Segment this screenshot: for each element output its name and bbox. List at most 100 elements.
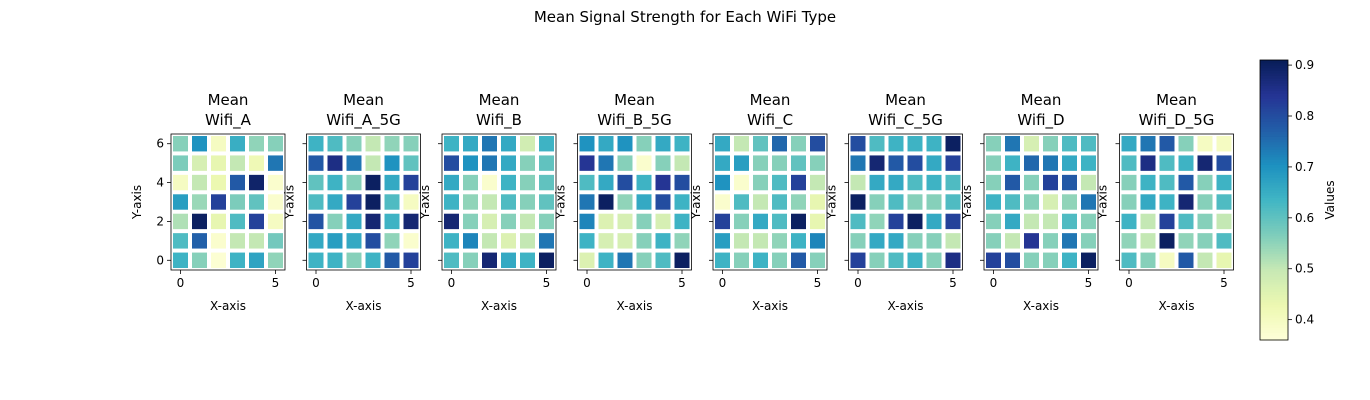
colorbar-segment [1260, 179, 1288, 183]
heatmap-cell [444, 174, 459, 191]
panel-title-line2: Wifi_C [747, 111, 793, 130]
heatmap-cell [1024, 174, 1039, 191]
colorbar-segment [1260, 67, 1288, 71]
heatmap-cell [674, 213, 690, 230]
colorbar-segment [1260, 103, 1288, 107]
heatmap-cell [907, 233, 923, 249]
heatmap-cell [1121, 233, 1137, 249]
heatmap-cell [810, 194, 825, 210]
colorbar-segment [1260, 337, 1288, 341]
colorbar-segment [1260, 289, 1288, 293]
y-axis-label: Y-axis [960, 185, 974, 220]
heatmap-cell [1197, 252, 1213, 268]
heatmap-cell [869, 252, 885, 268]
colorbar-segment [1260, 207, 1288, 211]
heatmap-cell [539, 233, 554, 249]
heatmap-cell [384, 252, 400, 268]
heatmap-cell [501, 136, 516, 152]
colorbar-segment [1260, 156, 1288, 160]
heatmap-cell [308, 155, 324, 171]
panel-title-line1: Mean [614, 91, 655, 109]
heatmap-cell [869, 136, 885, 152]
x-tick-label: 0 [854, 276, 862, 290]
heatmap-cell [907, 174, 923, 191]
heatmap-cell [346, 174, 362, 191]
heatmap-cell [482, 194, 497, 210]
heatmap-cell [1024, 136, 1039, 152]
heatmap-cell [268, 155, 283, 171]
heatmap-cell [636, 136, 652, 152]
heatmap-cell [1216, 252, 1232, 268]
panel-3: Mean Wifi_B 0 5 X-axis Y-axis [418, 91, 557, 313]
heatmap-cell [655, 155, 671, 171]
heatmap-cell [1121, 174, 1137, 191]
colorbar-segment [1260, 174, 1288, 178]
heatmap-cell [674, 194, 690, 210]
colorbar-segment [1260, 144, 1288, 148]
heatmap-cell [907, 194, 923, 210]
heatmap-cell [1197, 194, 1213, 210]
heatmap-cell [230, 174, 245, 191]
heatmap-cell [926, 233, 942, 249]
colorbar-segment [1260, 149, 1288, 153]
colorbar-segment [1260, 113, 1288, 117]
heatmap-cell [734, 136, 749, 152]
colorbar-segment [1260, 268, 1288, 272]
heatmap-cell [539, 155, 554, 171]
colorbar-segment [1260, 197, 1288, 201]
heatmap-cell [715, 194, 730, 210]
heatmap-cell [1024, 233, 1039, 249]
panel-title-line2: Wifi_D [1017, 111, 1064, 130]
heatmap-cell [986, 194, 1001, 210]
heatmap-cell [617, 174, 633, 191]
heatmap-cell [327, 194, 343, 210]
colorbar-segment [1260, 169, 1288, 173]
heatmap-cell [1178, 233, 1194, 249]
heatmap-cell [926, 136, 942, 152]
heatmap-cell [674, 174, 690, 191]
heatmap-cell [734, 155, 749, 171]
colorbar-segment [1260, 230, 1288, 234]
colorbar-segment [1260, 222, 1288, 227]
heatmap-cell [268, 136, 283, 152]
panel-title-line1: Mean [343, 91, 384, 109]
x-tick-label: 0 [177, 276, 185, 290]
x-tick-label: 0 [312, 276, 320, 290]
colorbar-segment [1260, 98, 1288, 102]
heatmap-cell [888, 136, 904, 152]
heatmap-cell [945, 174, 961, 191]
heatmap-cell [579, 155, 595, 171]
heatmap-cell [346, 233, 362, 249]
colorbar-segment [1260, 166, 1288, 171]
heatmap-cell [869, 155, 885, 171]
heatmap-cell [655, 233, 671, 249]
heatmap-cell [520, 252, 535, 268]
heatmap-cell [268, 194, 283, 210]
heatmap-cell [444, 194, 459, 210]
colorbar-segment [1260, 319, 1288, 323]
heatmap-cell [1216, 174, 1232, 191]
heatmap-cell [945, 155, 961, 171]
heatmap-cell [907, 155, 923, 171]
heatmap-cell [1178, 174, 1194, 191]
heatmap-cell [1043, 252, 1058, 268]
heatmap-cell [403, 252, 419, 268]
colorbar-segment [1260, 317, 1288, 321]
heatmap-cell [674, 155, 690, 171]
heatmap-cell [249, 252, 264, 268]
x-tick-label: 0 [990, 276, 998, 290]
x-axis-label: X-axis [481, 299, 517, 313]
heatmap-cell [636, 252, 652, 268]
colorbar-segment [1260, 192, 1288, 196]
colorbar-segment [1260, 177, 1288, 181]
colorbar-segment [1260, 128, 1288, 132]
heatmap-cell [636, 155, 652, 171]
heatmap-cell [926, 174, 942, 191]
panel-7: Mean Wifi_D 0 5 X-axis Y-axis [960, 91, 1099, 313]
heatmap-cell [850, 136, 866, 152]
heatmap-cell [810, 233, 825, 249]
heatmap-cell [1140, 174, 1156, 191]
heatmap-cell [268, 174, 283, 191]
heatmap-cell [268, 213, 283, 230]
colorbar-segment [1260, 212, 1288, 216]
